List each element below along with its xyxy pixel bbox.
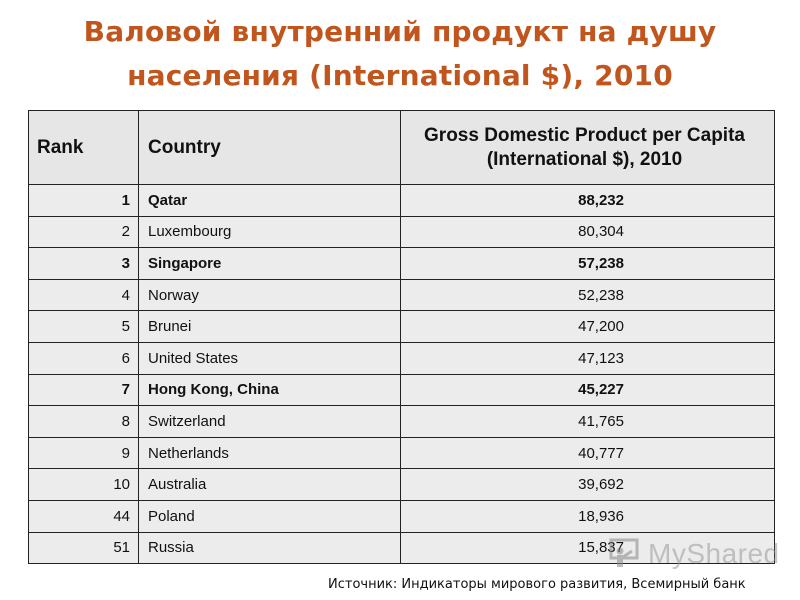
header-rank: Rank	[28, 110, 139, 185]
country-cell: Qatar	[138, 184, 401, 217]
table-row: 44 Poland 18,936	[28, 499, 775, 533]
country-cell: Singapore	[138, 247, 401, 280]
gdp-cell: 45,227	[400, 373, 775, 407]
rank-cell: 10	[28, 468, 139, 501]
header-country: Country	[138, 110, 401, 185]
country-cell: Norway	[138, 278, 401, 312]
rank-cell: 8	[28, 405, 139, 438]
country-cell: Switzerland	[138, 405, 401, 438]
rank-cell: 4	[28, 278, 139, 312]
rank-cell: 44	[28, 499, 139, 533]
country-cell: Netherlands	[138, 436, 401, 470]
gdp-cell: 80,304	[400, 215, 775, 249]
rank-cell: 6	[28, 341, 139, 375]
rank-cell: 1	[28, 184, 139, 217]
title-line-2: населения (International $), 2010	[127, 59, 673, 92]
header-gdp: Gross Domestic Product per Capita (Inter…	[400, 110, 775, 185]
gdp-cell: 15,837	[400, 531, 775, 565]
country-cell: Australia	[138, 468, 401, 501]
gdp-cell: 39,692	[400, 468, 775, 501]
table-header-row: Rank Country Gross Domestic Product per …	[28, 110, 775, 185]
table-row: 51 Russia 15,837	[28, 531, 775, 565]
source-note: Источник: Индикаторы мирового развития, …	[328, 577, 746, 592]
table-row: 7 Hong Kong, China 45,227	[28, 373, 775, 407]
rank-cell: 51	[28, 531, 139, 565]
gdp-cell: 52,238	[400, 278, 775, 312]
gdp-table: Rank Country Gross Domestic Product per …	[28, 110, 775, 565]
table-row: 3 Singapore 57,238	[28, 247, 775, 280]
gdp-cell: 47,123	[400, 341, 775, 375]
country-cell: Luxembourg	[138, 215, 401, 249]
country-cell: Russia	[138, 531, 401, 565]
table-row: 2 Luxembourg 80,304	[28, 215, 775, 249]
gdp-cell: 47,200	[400, 310, 775, 343]
rank-cell: 5	[28, 310, 139, 343]
country-cell: Hong Kong, China	[138, 373, 401, 407]
table-row: 10 Australia 39,692	[28, 468, 775, 501]
country-cell: United States	[138, 341, 401, 375]
gdp-cell: 41,765	[400, 405, 775, 438]
rank-cell: 2	[28, 215, 139, 249]
title-line-1: Валовой внутренний продукт на душу	[83, 15, 717, 48]
table-row: 6 United States 47,123	[28, 341, 775, 375]
table-row: 1 Qatar 88,232	[28, 184, 775, 217]
country-cell: Poland	[138, 499, 401, 533]
gdp-cell: 40,777	[400, 436, 775, 470]
gdp-cell: 88,232	[400, 184, 775, 217]
table-row: 5 Brunei 47,200	[28, 310, 775, 343]
rank-cell: 9	[28, 436, 139, 470]
gdp-cell: 18,936	[400, 499, 775, 533]
rank-cell: 3	[28, 247, 139, 280]
page-title: Валовой внутренний продукт на душу насел…	[0, 10, 800, 98]
table-body: 1 Qatar 88,232 2 Luxembourg 80,304 3 Singapore 5…	[28, 184, 775, 565]
table-row: 8 Switzerland 41,765	[28, 405, 775, 438]
table-row: 9 Netherlands 40,777	[28, 436, 775, 470]
gdp-cell: 57,238	[400, 247, 775, 280]
table-row: 4 Norway 52,238	[28, 278, 775, 312]
rank-cell: 7	[28, 373, 139, 407]
country-cell: Brunei	[138, 310, 401, 343]
